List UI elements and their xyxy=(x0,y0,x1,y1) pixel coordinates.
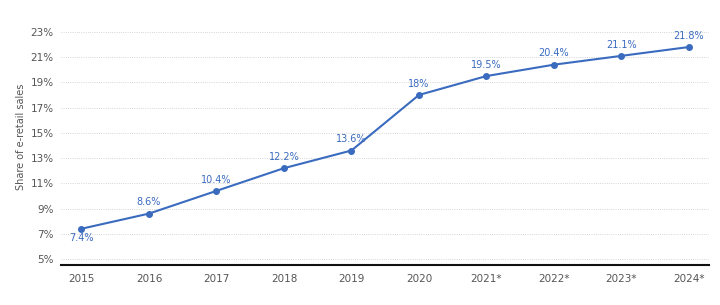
Text: 7.4%: 7.4% xyxy=(69,233,94,243)
Text: 19.5%: 19.5% xyxy=(471,60,502,70)
Text: 18%: 18% xyxy=(408,79,430,89)
Text: 8.6%: 8.6% xyxy=(137,197,161,207)
Text: 12.2%: 12.2% xyxy=(269,152,300,162)
Text: 21.1%: 21.1% xyxy=(606,40,636,49)
Text: 13.6%: 13.6% xyxy=(336,134,366,144)
Text: 20.4%: 20.4% xyxy=(539,48,570,58)
Text: 21.8%: 21.8% xyxy=(674,31,704,41)
Text: 10.4%: 10.4% xyxy=(201,174,232,185)
Y-axis label: Share of e-retail sales: Share of e-retail sales xyxy=(17,84,26,190)
